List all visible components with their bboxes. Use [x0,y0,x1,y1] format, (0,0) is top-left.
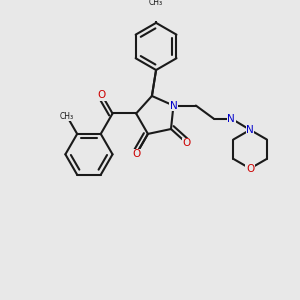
Text: N: N [227,113,235,124]
Text: N: N [169,100,177,111]
Text: CH₃: CH₃ [60,112,74,121]
Text: O: O [183,138,191,148]
Text: O: O [132,149,140,159]
Text: N: N [246,125,254,135]
Text: O: O [98,90,106,100]
Text: O: O [246,164,254,173]
Text: CH₃: CH₃ [149,0,163,7]
